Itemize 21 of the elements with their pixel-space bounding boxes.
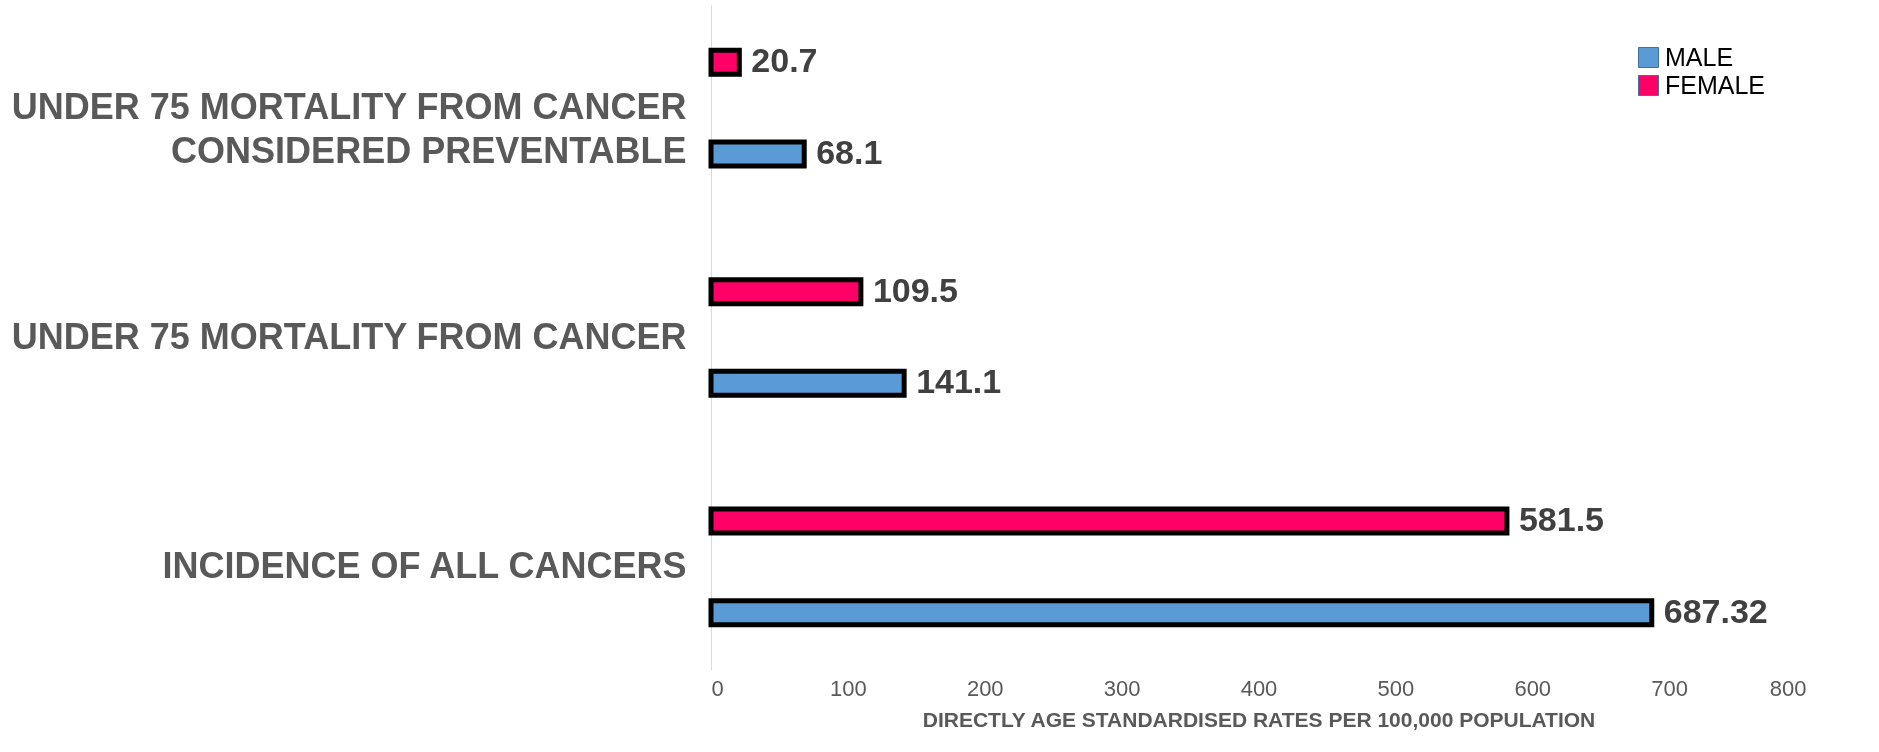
x-tick-label: 600 bbox=[1514, 675, 1552, 701]
legend-label: FEMALE bbox=[1665, 70, 1766, 99]
x-tick-label: 0 bbox=[711, 675, 724, 701]
data-label: 20.7 bbox=[751, 41, 818, 80]
y-tick-label: UNDER 75 MORTALITY FROM CANCER CONSIDERED PREVENTABLE bbox=[11, 86, 687, 172]
x-tick-label: 700 bbox=[1651, 675, 1688, 701]
x-tick-label: 500 bbox=[1377, 675, 1415, 701]
data-label: 581.5 bbox=[1518, 499, 1605, 538]
x-tick-label: 800 bbox=[1769, 675, 1807, 701]
data-label: 68.1 bbox=[816, 133, 883, 172]
data-label: 141.1 bbox=[916, 362, 1002, 401]
data-label: 687.32 bbox=[1663, 591, 1768, 630]
x-tick-label: 100 bbox=[830, 675, 867, 701]
x-tick-label: 400 bbox=[1240, 675, 1278, 701]
y-tick-label: INCIDENCE OF ALL CANCERS bbox=[162, 544, 687, 586]
y-tick-label: UNDER 75 MORTALITY FROM CANCER bbox=[11, 315, 687, 357]
x-tick-label: 300 bbox=[1103, 675, 1141, 701]
x-tick-label: 200 bbox=[966, 675, 1004, 701]
x-axis-title: DIRECTLY AGE STANDARDISED RATES PER 100,000 POPULATION bbox=[922, 707, 1596, 731]
data-label: 109.5 bbox=[872, 270, 958, 309]
legend-label: MALE bbox=[1665, 42, 1734, 71]
